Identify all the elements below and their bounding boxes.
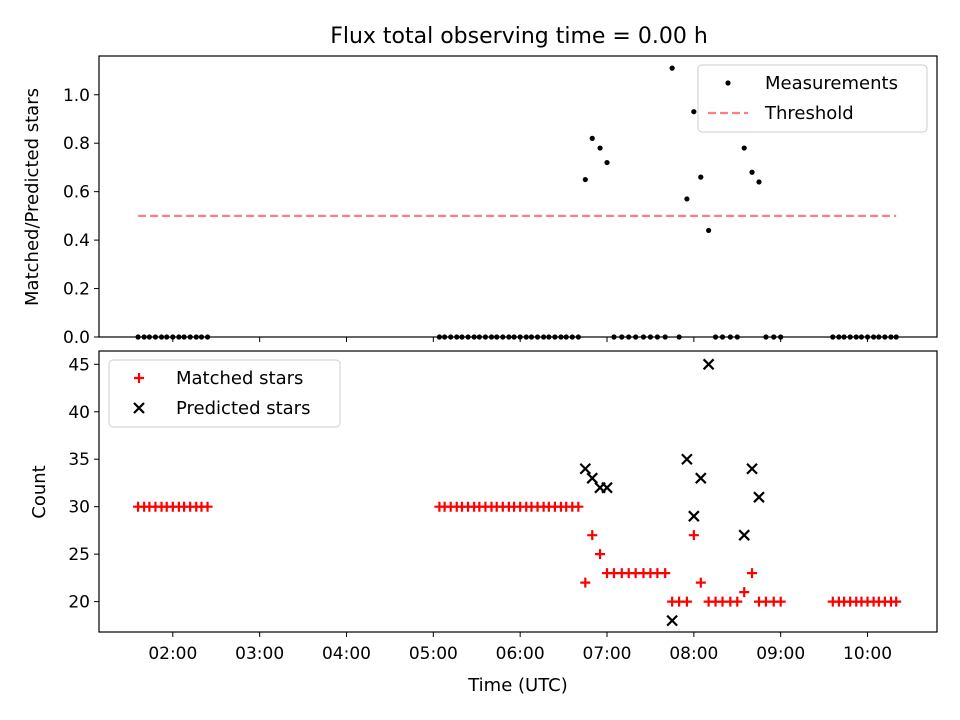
bottom-predicted-stars-point: [738, 529, 750, 541]
bottom-predicted-stars-point: [586, 472, 599, 484]
bottom-legend-matched-stars-label: Matched stars: [176, 368, 303, 389]
top-legend: Measurements Threshold: [697, 64, 928, 133]
top-legend-measurements-label: Measurements: [765, 73, 898, 94]
top-ylabel: Matched/Predicted stars: [22, 88, 43, 306]
bottom-legend: Matched stars Predicted stars: [108, 359, 341, 428]
top-ytick-label: 0.6: [63, 183, 90, 203]
figure-title: Flux total observing time = 0.00 h: [330, 24, 708, 49]
bottom-predicted-stars-point: [746, 462, 758, 475]
bottom-legend-predicted-stars-swatch: [133, 402, 145, 414]
top-legend-box: [697, 64, 928, 133]
bottom-ytick-label: 35: [68, 450, 90, 470]
bottom-xtick-label: 02:00: [148, 644, 197, 664]
bottom-predicted-stars-point: [601, 481, 613, 494]
bottom-xtick-label: 06:00: [496, 644, 545, 664]
bottom-matched-stars-point: [681, 596, 692, 607]
top-measurements-point: [669, 65, 675, 71]
bottom-predicted-stars-point: [695, 472, 707, 484]
bottom-xtick-label: 08:00: [669, 644, 718, 664]
bottom-predicted-stars-point: [688, 510, 700, 522]
bottom-xtick-label: 10:00: [843, 644, 892, 664]
top-ytick-label: 0.2: [63, 280, 90, 300]
bottom-xtick-label: 04:00: [322, 644, 371, 664]
bottom-predicted-stars-point: [753, 491, 765, 503]
bottom-ytick-label: 25: [68, 545, 90, 565]
top-measurements-point: [589, 135, 595, 141]
bottom-ytick-label: 30: [68, 498, 90, 518]
bottom-matched-stars-point: [739, 587, 750, 598]
top-measurements-point: [582, 176, 588, 183]
bottom-legend-matched-stars-swatch: [134, 373, 144, 383]
bottom-matched-stars-point: [775, 596, 786, 607]
bottom-predicted-stars-point: [666, 614, 678, 627]
top-measurements-point: [756, 179, 762, 185]
top-legend-measurements-swatch: [725, 80, 731, 86]
bottom-ytick-label: 45: [68, 355, 90, 375]
bottom-panel: 20 25 30 35 40 45 02:00 03:00 04:00 05:00 06:00 07:…: [68, 350, 938, 664]
top-axes-frame: [98, 55, 938, 338]
top-legend-threshold-label: Threshold: [764, 103, 854, 124]
bottom-predicted-stars-point: [681, 453, 693, 466]
top-measurements-point: [698, 174, 704, 180]
top-measurements-point: [597, 145, 603, 151]
top-ytick-label: 1.0: [63, 86, 90, 106]
top-measurements-point: [749, 169, 755, 175]
bottom-matched-stars-point: [595, 549, 606, 560]
bottom-matched-stars-point: [202, 501, 213, 512]
bottom-matched-stars-point: [688, 530, 699, 541]
bottom-legend-predicted-stars-label: Predicted stars: [176, 398, 310, 419]
top-ytick-label: 0.4: [63, 231, 90, 251]
bottom-matched-stars-point: [747, 568, 758, 579]
bottom-matched-stars-point: [587, 530, 598, 541]
top-measurements-point: [741, 145, 747, 151]
bottom-xtick-label: 03:00: [235, 644, 284, 664]
bottom-ytick-label: 40: [68, 403, 90, 423]
bottom-matched-stars-point: [891, 596, 902, 607]
bottom-matched-stars-point: [732, 596, 743, 607]
bottom-ytick-label: 20: [68, 593, 90, 613]
bottom-xtick-label: 07:00: [583, 644, 632, 664]
bottom-xtick-label: 09:00: [756, 644, 805, 664]
top-ytick-label: 0.8: [63, 134, 90, 154]
bottom-axes-frame: [98, 350, 938, 633]
bottom-matched-stars-point: [695, 577, 706, 588]
bottom-matched-stars-point: [573, 501, 584, 512]
top-measurements-point: [706, 227, 712, 234]
bottom-xlabel: Time (UTC): [467, 675, 568, 696]
bottom-predicted-stars-point: [579, 462, 592, 475]
bottom-matched-stars-point: [660, 568, 671, 579]
top-panel: 0.0 0.2 0.4 0.6 0.8 1.0 Measurements Threshold: [63, 55, 938, 348]
bottom-matched-stars-point: [580, 577, 591, 588]
top-measurements-point: [691, 109, 697, 115]
top-measurements-point: [684, 196, 690, 202]
bottom-ylabel: Count: [29, 465, 50, 518]
top-measurements-point: [604, 159, 610, 166]
bottom-xtick-label: 05:00: [409, 644, 458, 664]
top-ytick-label: 0.0: [63, 328, 90, 348]
bottom-legend-box: [108, 359, 341, 428]
bottom-predicted-stars-point: [702, 358, 715, 371]
